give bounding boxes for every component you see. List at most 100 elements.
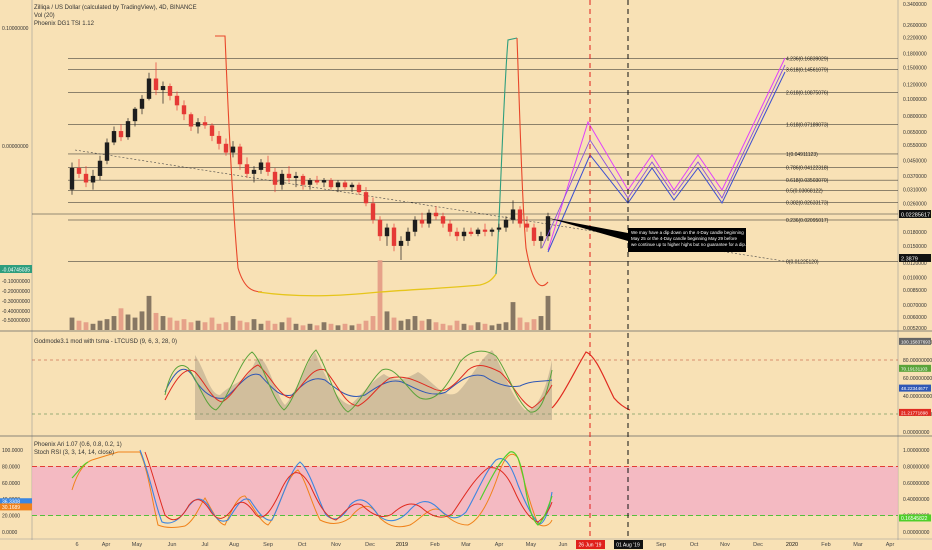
candle-body	[335, 182, 341, 188]
volume-bar	[90, 323, 96, 330]
fib-level-label: 0.382(0.02633173)	[786, 200, 829, 206]
projection-blue	[547, 71, 786, 253]
godmode-axis-tick: 40.00000000	[903, 394, 932, 400]
candle-body	[104, 142, 110, 161]
candle-body	[118, 131, 124, 138]
candle-body	[202, 122, 208, 126]
candle-body	[300, 175, 306, 185]
time-axis-tick: May	[132, 542, 143, 548]
godmode-green-line	[164, 349, 553, 413]
date-tag-red	[576, 540, 605, 549]
volume-bar	[321, 322, 327, 330]
volume-bar	[391, 317, 397, 330]
price-axis-tick: 0.2200000	[903, 36, 927, 42]
time-axis-tick: Feb	[821, 542, 830, 548]
volume-bar	[97, 320, 103, 330]
volume-bar	[363, 320, 369, 330]
price-axis-tick: 0.0550000	[903, 143, 927, 149]
stoch-left-tag	[0, 503, 32, 511]
godmode-value-tag-text: 21.21771898	[901, 410, 928, 415]
godmode-blue-line	[164, 368, 553, 399]
volume-bar	[272, 323, 278, 330]
left-axis-tick: -0.10000000	[2, 279, 30, 285]
candle-body	[146, 78, 152, 99]
volume-bar	[307, 323, 313, 330]
candle-body	[461, 231, 467, 237]
godmode-axis-tick: 80.00000000	[903, 358, 932, 364]
volume-bar	[132, 317, 138, 330]
candle-body	[69, 167, 75, 190]
time-axis-tick: 2020	[786, 542, 798, 548]
candle-body	[447, 223, 453, 232]
price-axis-tick: 0.0650000	[903, 130, 927, 136]
descending-trendline	[74, 149, 791, 263]
godmode-value-tag-text: 100.15837693	[901, 339, 931, 344]
fib-level-label: 0.236(0.02095017)	[786, 218, 829, 224]
price-axis-tick: 0.0310000	[903, 188, 927, 194]
godmode-value-tag	[899, 384, 931, 392]
volume-bar	[76, 320, 82, 330]
candle-body	[237, 146, 243, 165]
candle-body	[279, 173, 285, 185]
candle-body	[349, 184, 355, 188]
candle-body	[153, 78, 159, 91]
time-axis-tick: Jul	[201, 542, 208, 548]
fib-level-label: 2.618(0.10875076)	[786, 90, 829, 96]
candle-body	[209, 125, 215, 136]
stoch-left-axis-tick: 0.0000	[2, 530, 18, 536]
candle-body	[230, 146, 236, 153]
volume-bar	[489, 325, 495, 330]
volume-bar	[335, 325, 341, 330]
price-axis-tick: 0.0100000	[903, 275, 927, 281]
candle-body	[538, 236, 544, 241]
left-axis-tick: -0.30000000	[2, 299, 30, 305]
vol-label: Vol (20)	[34, 13, 55, 19]
time-axis-tick: Apr	[102, 542, 111, 548]
candle-body	[111, 131, 117, 143]
candle-body	[321, 180, 327, 183]
candle-body	[412, 219, 418, 232]
volume-bar	[293, 323, 299, 330]
candle-body	[454, 231, 460, 237]
volume-bar	[279, 322, 285, 330]
candle-body	[440, 216, 446, 224]
candle-body	[391, 227, 397, 246]
fib-level-label: 0(0.01225120)	[786, 260, 819, 266]
candle-body	[314, 180, 320, 183]
godmode-value-tag	[899, 408, 931, 416]
volume-bar	[209, 317, 215, 330]
volume-bar	[104, 319, 110, 330]
volume-bar	[531, 319, 537, 330]
left-axis-tick: -0.40000000	[2, 309, 30, 315]
volume-bar	[251, 319, 257, 330]
candle-body	[90, 175, 96, 183]
date-tag-red-text: 26 Jun '19	[579, 543, 602, 549]
volume-bar	[230, 316, 236, 330]
candle-body	[174, 95, 180, 106]
left-axis-tick: -0.20000000	[2, 289, 30, 295]
candle-body	[489, 229, 495, 232]
volume-bar	[517, 317, 523, 330]
stoch-axis-tick: 0.60000000	[903, 481, 930, 487]
left-axis-tick: 0.10000000	[2, 26, 29, 32]
volume-bar	[503, 322, 509, 330]
volume-bar	[125, 314, 131, 330]
candle-body	[384, 227, 390, 237]
time-axis-tick: Mar	[853, 542, 863, 548]
godmode-axis-tick: 0.00000000	[903, 430, 930, 436]
candle-body	[510, 209, 516, 220]
time-axis-tick: Oct	[690, 542, 699, 548]
godmode-axis-tick: 60.00000000	[903, 376, 932, 382]
volume-bar	[216, 323, 222, 330]
price-axis-tick: 0.1800000	[903, 51, 927, 57]
time-axis-tick: Apr	[495, 542, 504, 548]
left-tag-bg	[0, 265, 32, 273]
volume-bar	[118, 308, 124, 330]
volume-bar	[146, 295, 152, 330]
time-axis-tick: Mar	[461, 542, 471, 548]
stoch-axis-tick: 0.40000000	[903, 497, 930, 503]
candle-body	[244, 164, 250, 174]
volume-bar	[475, 322, 481, 330]
